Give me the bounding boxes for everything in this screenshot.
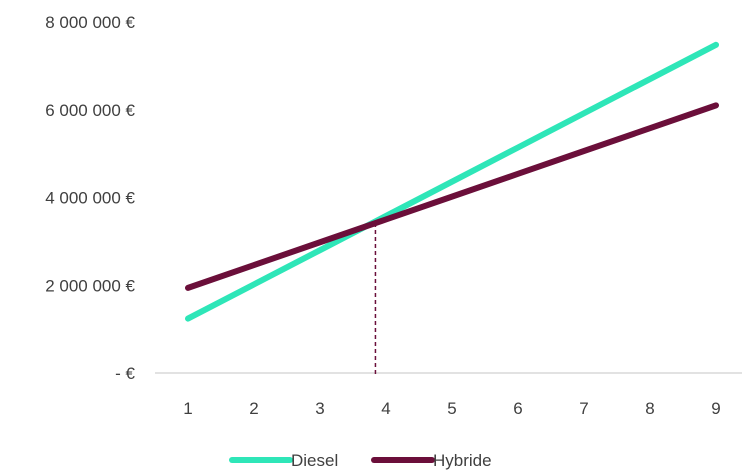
series-line-diesel — [185, 41, 719, 322]
x-tick-label: 5 — [447, 399, 456, 418]
x-tick-label: 3 — [315, 399, 324, 418]
x-tick-label: 7 — [579, 399, 588, 418]
y-tick-label: 8 000 000 € — [45, 13, 135, 32]
y-tick-label: 6 000 000 € — [45, 101, 135, 120]
x-tick-label: 8 — [645, 399, 654, 418]
series-line-hybride — [185, 102, 719, 291]
x-tick-label: 1 — [183, 399, 192, 418]
x-tick-label: 2 — [249, 399, 258, 418]
y-tick-label: 4 000 000 € — [45, 189, 135, 208]
x-tick-label: 9 — [711, 399, 720, 418]
x-tick-label: 4 — [381, 399, 390, 418]
x-tick-label: 6 — [513, 399, 522, 418]
legend-label-hybride: Hybride — [433, 451, 492, 470]
legend-label-diesel: Diesel — [291, 451, 338, 470]
y-tick-label: - € — [115, 364, 135, 383]
y-tick-label: 2 000 000 € — [45, 276, 135, 295]
